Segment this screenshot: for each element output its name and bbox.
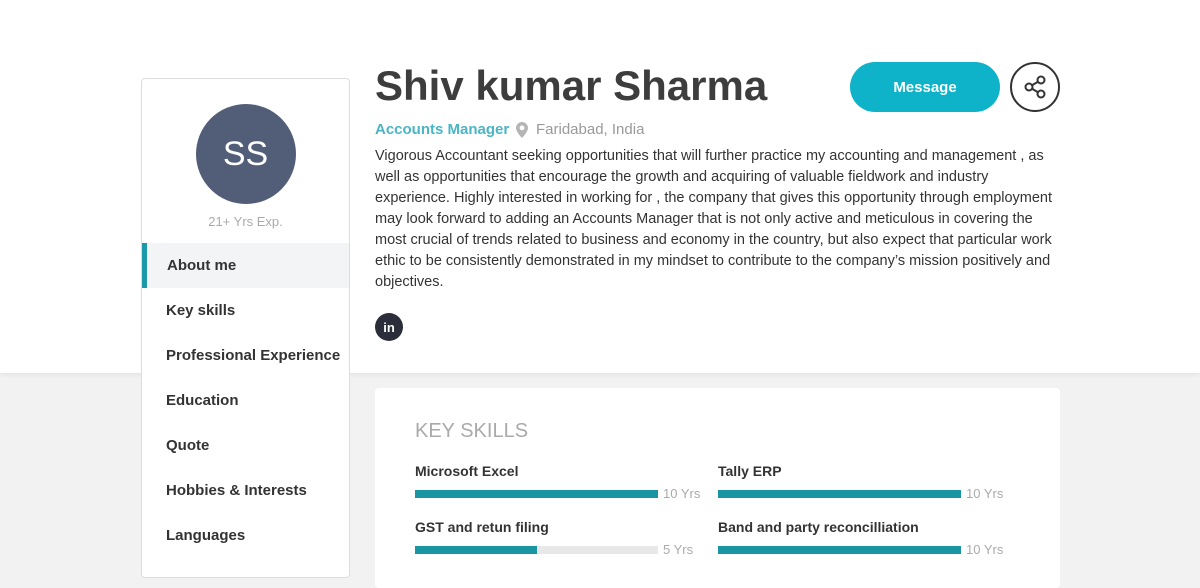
location-text: Faridabad, India xyxy=(536,121,645,138)
skill-bar xyxy=(718,489,961,498)
skill-name: Band and party reconcilliation xyxy=(718,519,919,535)
experience-label: 21+ Yrs Exp. xyxy=(208,214,283,229)
skill-name: GST and retun filing xyxy=(415,519,549,535)
sidebar-item-languages[interactable]: Languages xyxy=(166,527,246,544)
skill-bar-fill xyxy=(718,489,961,498)
location-pin-icon xyxy=(516,121,528,138)
skill-item: Microsoft Excel 10 Yrs xyxy=(415,463,705,501)
key-skills-title: KEY SKILLS xyxy=(415,420,529,442)
share-button[interactable] xyxy=(1010,62,1060,112)
skill-bar-fill xyxy=(415,489,658,498)
profile-bio: Vigorous Accountant seeking opportunitie… xyxy=(375,148,1053,290)
sidebar: SS 21+ Yrs Exp. About me Key skills Prof… xyxy=(141,78,350,578)
sidebar-item-hobbies[interactable]: Hobbies & Interests xyxy=(166,482,307,499)
skill-years: 10 Yrs xyxy=(663,486,701,501)
profile-name: Shiv kumar Sharma xyxy=(375,62,768,109)
message-button[interactable]: Message xyxy=(850,62,1000,112)
skill-item: Tally ERP 10 Yrs xyxy=(718,463,1008,501)
linkedin-icon[interactable]: in xyxy=(375,313,403,341)
profile-role: Accounts Manager xyxy=(375,121,510,138)
skill-name: Microsoft Excel xyxy=(415,463,519,479)
location: Faridabad, India xyxy=(516,121,644,138)
sidebar-item-quote[interactable]: Quote xyxy=(166,437,210,454)
share-icon xyxy=(1024,75,1046,99)
avatar: SS xyxy=(195,104,296,204)
skill-item: GST and retun filing 5 Yrs xyxy=(415,519,705,557)
sidebar-item-key-skills[interactable]: Key skills xyxy=(166,302,236,319)
sidebar-item-professional-experience[interactable]: Professional Experience xyxy=(166,347,341,364)
skill-item: Band and party reconcilliation 10 Yrs xyxy=(718,519,1008,557)
key-skills-card: KEY SKILLS Microsoft Excel 10 Yrs Tally E… xyxy=(375,388,1060,588)
sidebar-item-about-me[interactable]: About me xyxy=(142,243,349,288)
skill-name: Tally ERP xyxy=(718,463,782,479)
skill-years: 10 Yrs xyxy=(966,486,1004,501)
skill-bar xyxy=(415,489,658,498)
sidebar-item-education[interactable]: Education xyxy=(166,392,239,409)
sidebar-nav: About me Key skills Professional Experie… xyxy=(142,243,349,558)
